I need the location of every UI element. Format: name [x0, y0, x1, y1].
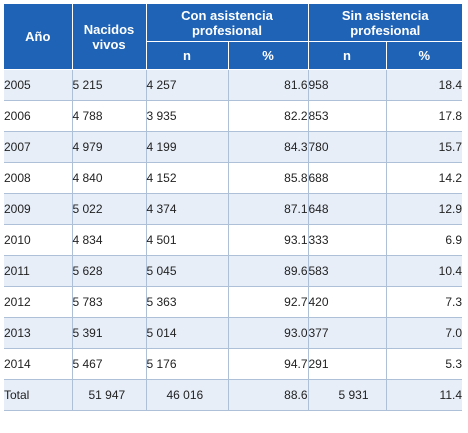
- births-table: Año Nacidos vivos Con asistencia profesi…: [4, 4, 463, 411]
- cell-year: 2010: [4, 224, 73, 256]
- total-with-pct: 88.6: [228, 379, 309, 411]
- cell-births: 4 979: [72, 131, 147, 163]
- table-row: 2009 5 022 4 374 87.1 648 12.9: [4, 193, 463, 225]
- cell-without-pct: 15.7: [386, 131, 463, 163]
- cell-with-pct: 81.6: [228, 69, 309, 101]
- table-row: 2011 5 628 5 045 89.6 583 10.4: [4, 255, 463, 287]
- table-row: 2005 5 215 4 257 81.6 958 18.4: [4, 69, 463, 101]
- cell-without-n: 853: [308, 100, 387, 132]
- cell-with-n: 5 363: [146, 286, 229, 318]
- header-without-n: n: [308, 41, 387, 70]
- cell-year: 2006: [4, 100, 73, 132]
- cell-without-pct: 17.8: [386, 100, 463, 132]
- cell-with-pct: 93.0: [228, 317, 309, 349]
- table-row: 2014 5 467 5 176 94.7 291 5.3: [4, 348, 463, 380]
- header-without-assistance: Sin asistencia profesional: [308, 4, 463, 42]
- cell-births: 4 840: [72, 162, 147, 194]
- cell-with-pct: 89.6: [228, 255, 309, 287]
- cell-year: 2011: [4, 255, 73, 287]
- cell-without-n: 688: [308, 162, 387, 194]
- table-row: 2008 4 840 4 152 85.8 688 14.2: [4, 162, 463, 194]
- cell-with-n: 4 501: [146, 224, 229, 256]
- cell-without-pct: 10.4: [386, 255, 463, 287]
- cell-births: 5 783: [72, 286, 147, 318]
- cell-without-pct: 14.2: [386, 162, 463, 194]
- cell-births: 5 467: [72, 348, 147, 380]
- cell-without-pct: 5.3: [386, 348, 463, 380]
- cell-without-n: 377: [308, 317, 387, 349]
- table-row: 2013 5 391 5 014 93.0 377 7.0: [4, 317, 463, 349]
- cell-with-n: 4 199: [146, 131, 229, 163]
- cell-with-n: 3 935: [146, 100, 229, 132]
- cell-without-n: 291: [308, 348, 387, 380]
- total-without-n: 5 931: [308, 379, 387, 411]
- cell-year: 2012: [4, 286, 73, 318]
- table-row: 2006 4 788 3 935 82.2 853 17.8: [4, 100, 463, 132]
- cell-births: 5 022: [72, 193, 147, 225]
- total-without-pct: 11.4: [386, 379, 463, 411]
- table-row: 2007 4 979 4 199 84.3 780 15.7: [4, 131, 463, 163]
- cell-with-n: 5 176: [146, 348, 229, 380]
- total-births: 51 947: [72, 379, 147, 411]
- total-with-n: 46 016: [146, 379, 229, 411]
- cell-year: 2007: [4, 131, 73, 163]
- cell-year: 2009: [4, 193, 73, 225]
- cell-with-n: 4 257: [146, 69, 229, 101]
- cell-without-pct: 7.3: [386, 286, 463, 318]
- cell-without-n: 780: [308, 131, 387, 163]
- table-row: 2012 5 783 5 363 92.7 420 7.3: [4, 286, 463, 318]
- total-row: Total 51 947 46 016 88.6 5 931 11.4: [4, 379, 463, 411]
- cell-without-n: 420: [308, 286, 387, 318]
- cell-with-n: 5 014: [146, 317, 229, 349]
- cell-births: 4 834: [72, 224, 147, 256]
- cell-with-n: 4 152: [146, 162, 229, 194]
- cell-without-pct: 7.0: [386, 317, 463, 349]
- cell-births: 4 788: [72, 100, 147, 132]
- header-without-pct: %: [386, 41, 463, 70]
- cell-without-pct: 18.4: [386, 69, 463, 101]
- cell-without-pct: 12.9: [386, 193, 463, 225]
- cell-with-pct: 92.7: [228, 286, 309, 318]
- cell-with-n: 5 045: [146, 255, 229, 287]
- header-births: Nacidos vivos: [72, 4, 147, 70]
- total-label: Total: [4, 379, 73, 411]
- cell-with-pct: 82.2: [228, 100, 309, 132]
- cell-births: 5 215: [72, 69, 147, 101]
- header-with-assistance: Con asistencia profesional: [146, 4, 309, 42]
- cell-with-pct: 94.7: [228, 348, 309, 380]
- cell-with-n: 4 374: [146, 193, 229, 225]
- cell-without-n: 648: [308, 193, 387, 225]
- table-row: 2010 4 834 4 501 93.1 333 6.9: [4, 224, 463, 256]
- header-with-pct: %: [228, 41, 309, 70]
- cell-year: 2013: [4, 317, 73, 349]
- cell-with-pct: 93.1: [228, 224, 309, 256]
- cell-year: 2005: [4, 69, 73, 101]
- cell-without-n: 583: [308, 255, 387, 287]
- header-year: Año: [4, 4, 73, 70]
- header-with-n: n: [146, 41, 229, 70]
- cell-with-pct: 87.1: [228, 193, 309, 225]
- cell-year: 2014: [4, 348, 73, 380]
- cell-without-n: 958: [308, 69, 387, 101]
- cell-with-pct: 84.3: [228, 131, 309, 163]
- cell-births: 5 391: [72, 317, 147, 349]
- cell-births: 5 628: [72, 255, 147, 287]
- cell-year: 2008: [4, 162, 73, 194]
- cell-without-pct: 6.9: [386, 224, 463, 256]
- cell-with-pct: 85.8: [228, 162, 309, 194]
- cell-without-n: 333: [308, 224, 387, 256]
